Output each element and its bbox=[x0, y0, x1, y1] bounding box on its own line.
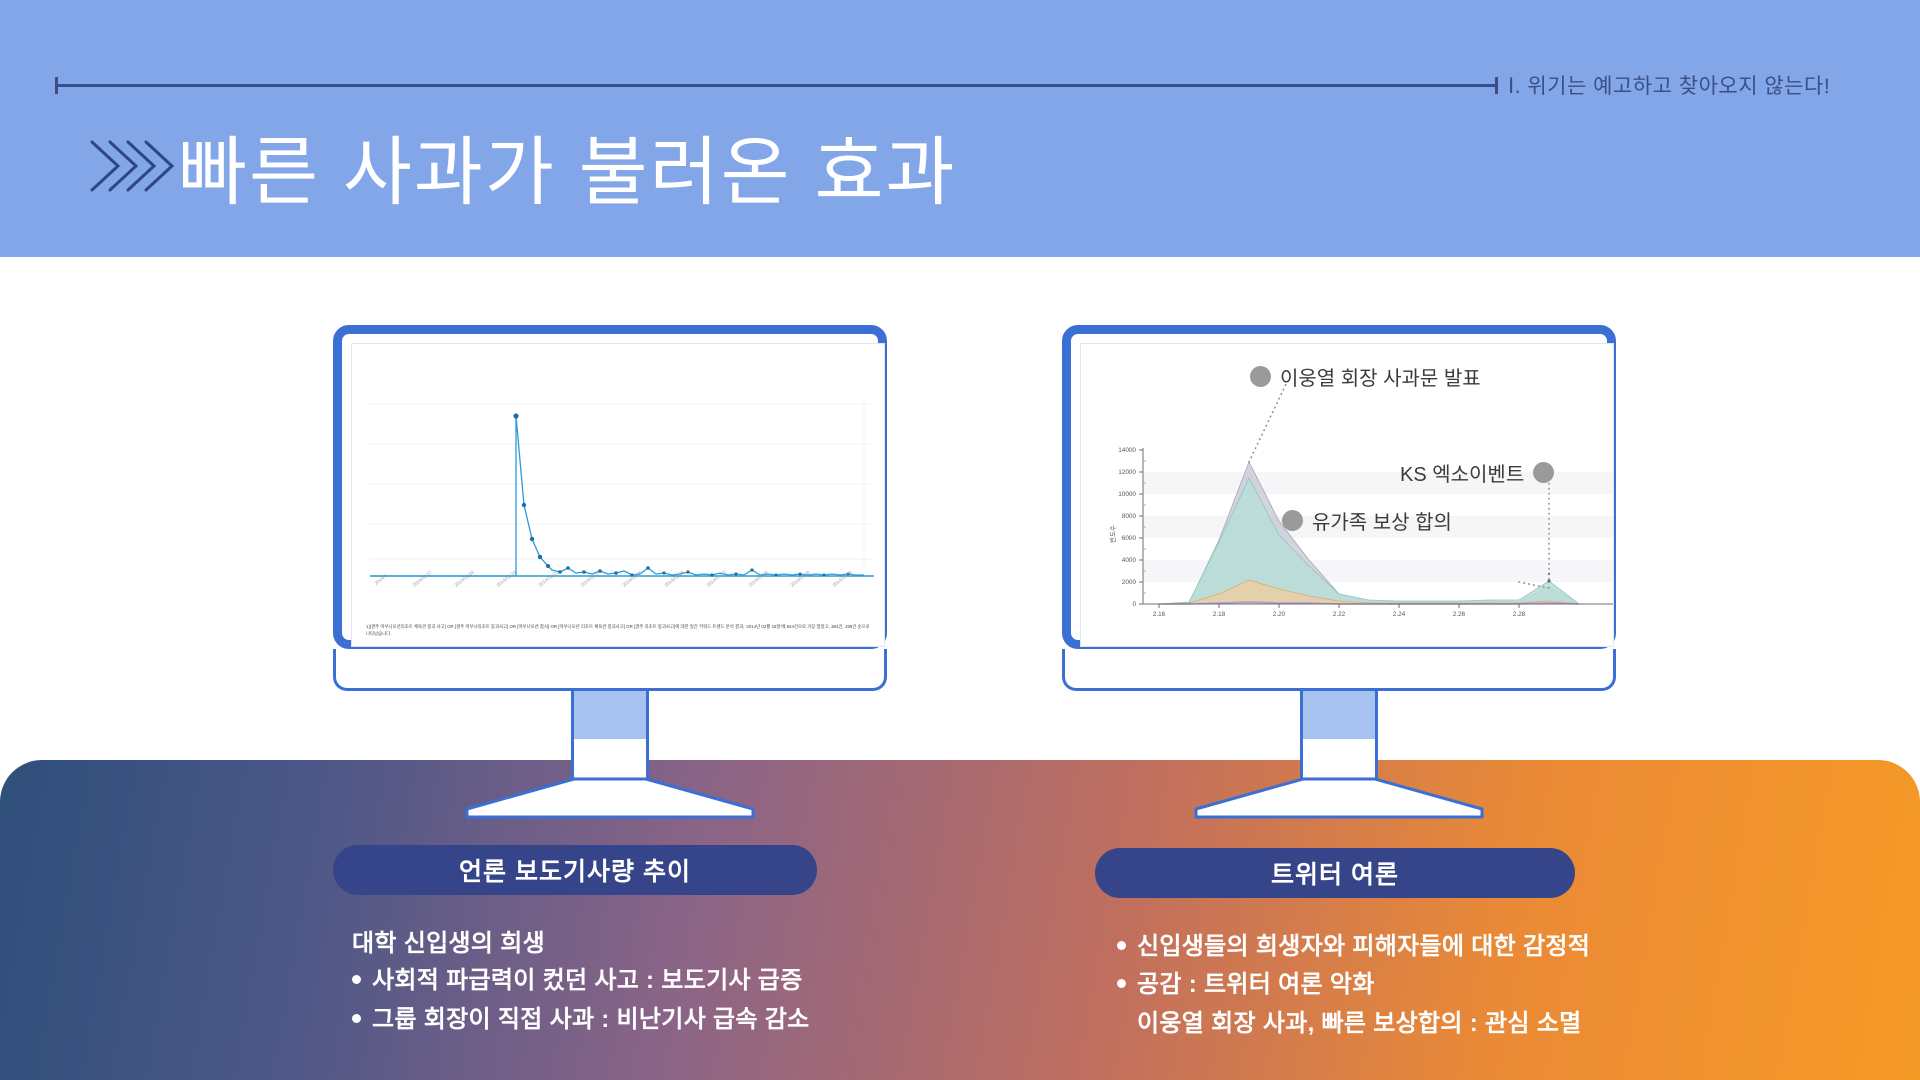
svg-text:빈도수: 빈도수 bbox=[1108, 525, 1117, 543]
chart-caption: 1)[경주 마우나오션리조트 체육관 붕괴 사고] OR [경주 마우나리조트 … bbox=[366, 624, 870, 637]
left-monitor-bezel: 2014/0 2014/02/17 2014/02/18 2014/02/20 … bbox=[333, 325, 887, 649]
svg-text:2.24: 2.24 bbox=[1393, 611, 1406, 618]
svg-text:12000: 12000 bbox=[1118, 469, 1136, 476]
svg-text:2.16: 2.16 bbox=[1153, 611, 1166, 618]
svg-text:2.26: 2.26 bbox=[1453, 611, 1466, 618]
list-item-label: 신입생들의 희생자와 피해자들에 대한 감정적 bbox=[1137, 933, 1591, 960]
svg-text:2014/03/02: 2014/03/02 bbox=[706, 569, 728, 587]
svg-text:2014/0: 2014/0 bbox=[374, 573, 389, 586]
annotation-dot-icon bbox=[1250, 366, 1271, 387]
svg-text:2.20: 2.20 bbox=[1273, 611, 1286, 618]
bullet-dot-icon bbox=[352, 975, 361, 985]
left-monitor-screen: 2014/0 2014/02/17 2014/02/18 2014/02/20 … bbox=[351, 343, 885, 647]
right-summary-block: 신입생들의 희생자와 피해자들에 대한 감정적 공감 : 트위터 여론 악화 이… bbox=[1117, 928, 1677, 1043]
svg-text:14000: 14000 bbox=[1118, 447, 1136, 454]
left-summary-heading: 대학 신입생의 희생 bbox=[352, 930, 545, 957]
right-monitor-chin bbox=[1062, 649, 1616, 691]
left-monitor-chin bbox=[333, 649, 887, 691]
svg-text:2.22: 2.22 bbox=[1333, 611, 1346, 618]
list-item-label: 그룹 회장이 직접 사과 : 비난기사 급속 감소 bbox=[372, 1005, 810, 1033]
header-band: Ⅰ. 위기는 예고하고 찾아오지 않는다! 빠른 사과가 불러온 효과 bbox=[0, 0, 1920, 257]
page-title: 빠른 사과가 불러온 효과 bbox=[178, 130, 957, 214]
right-monitor-screen: 14000 12000 10000 8000 6000 4000 2000 0 bbox=[1080, 343, 1614, 647]
svg-text:10000: 10000 bbox=[1118, 491, 1136, 498]
svg-text:2014/03/04: 2014/03/04 bbox=[748, 569, 770, 587]
pill-media-article-trend[interactable]: 언론 보도기사량 추이 bbox=[333, 845, 817, 895]
svg-text:2014/02/20: 2014/02/20 bbox=[496, 569, 518, 587]
twitter-sentiment-chart: 14000 12000 10000 8000 6000 4000 2000 0 bbox=[1108, 381, 1613, 618]
annotation-dot-icon bbox=[1533, 462, 1555, 483]
list-item-label: 사회적 파급력이 컸던 사고 : 보도기사 급증 bbox=[372, 967, 803, 995]
annotation-label: 이웅열 회장 사과문 발표 bbox=[1280, 368, 1481, 390]
right-monitor-stand-base bbox=[1194, 777, 1484, 819]
svg-text:6000: 6000 bbox=[1122, 535, 1137, 542]
list-item-label: 이웅열 회장 사과, 빠른 보상합의 : 관심 소멸 bbox=[1137, 1009, 1582, 1037]
annotation-compensation-agreement: 유가족 보상 합의 bbox=[1282, 506, 1452, 535]
bullet-dot-icon bbox=[1117, 941, 1126, 950]
list-item: 공감 : 트위터 여론 악화 bbox=[1117, 966, 1677, 1004]
svg-text:2014/02/18: 2014/02/18 bbox=[454, 569, 476, 587]
svg-text:2.18: 2.18 bbox=[1213, 611, 1226, 618]
double-chevron-right-icon bbox=[88, 136, 178, 196]
list-item: 신입생들의 희생자와 피해자들에 대한 감정적 bbox=[1117, 928, 1677, 966]
svg-text:2000: 2000 bbox=[1122, 579, 1137, 586]
left-monitor-stand-neck-lower bbox=[571, 739, 649, 779]
annotation-label: KS 엑소이벤트 bbox=[1400, 464, 1525, 486]
svg-text:2014/03/08: 2014/03/08 bbox=[832, 569, 854, 587]
bullet-dot-icon bbox=[1117, 979, 1126, 989]
svg-text:0: 0 bbox=[1132, 601, 1136, 608]
svg-text:8000: 8000 bbox=[1122, 513, 1137, 520]
left-monitor-stand-neck bbox=[571, 691, 649, 739]
left-monitor-stand-base bbox=[465, 777, 755, 819]
annotation-dot-icon bbox=[1282, 510, 1303, 531]
annotation-apology-announcement: 이웅열 회장 사과문 발표 bbox=[1250, 362, 1481, 391]
svg-text:2.28: 2.28 bbox=[1513, 611, 1526, 618]
svg-text:4000: 4000 bbox=[1122, 557, 1137, 564]
annotation-label: 유가족 보상 합의 bbox=[1312, 512, 1452, 534]
media-article-volume-chart: 2014/0 2014/02/17 2014/02/18 2014/02/20 … bbox=[370, 399, 874, 588]
annotation-ks-exo-event: KS 엑소이벤트 bbox=[1400, 458, 1555, 487]
svg-text:2014/02/22: 2014/02/22 bbox=[538, 569, 560, 587]
left-summary-block: 대학 신입생의 희생 사회적 파급력이 컸던 사고 : 보도기사 급증 그룹 회… bbox=[352, 925, 912, 1039]
right-monitor-bezel: 14000 12000 10000 8000 6000 4000 2000 0 bbox=[1062, 325, 1616, 649]
bottom-gradient-panel bbox=[0, 760, 1920, 1080]
right-monitor-stand-neck-lower bbox=[1300, 739, 1378, 779]
svg-text:2014/02/17: 2014/02/17 bbox=[412, 569, 434, 587]
list-item: 그룹 회장이 직접 사과 : 비난기사 급속 감소 bbox=[352, 1001, 912, 1039]
right-monitor-stand-neck bbox=[1300, 691, 1378, 739]
list-item-label: 공감 : 트위터 여론 악화 bbox=[1137, 971, 1375, 999]
section-label: Ⅰ. 위기는 예고하고 찾아오지 않는다! bbox=[1508, 75, 1831, 98]
svg-text:2014/03/06: 2014/03/06 bbox=[790, 569, 812, 587]
list-item-continuation: 이웅열 회장 사과, 빠른 보상합의 : 관심 소멸 bbox=[1117, 1005, 1677, 1043]
header-divider-rule bbox=[55, 77, 1498, 94]
list-item: 사회적 파급력이 컸던 사고 : 보도기사 급증 bbox=[352, 962, 912, 1000]
svg-text:2014/02/26: 2014/02/26 bbox=[622, 569, 644, 587]
bullet-dot-icon bbox=[352, 1013, 361, 1023]
svg-text:2014/02/28: 2014/02/28 bbox=[664, 569, 686, 587]
pill-twitter-opinion[interactable]: 트위터 여론 bbox=[1095, 848, 1575, 898]
